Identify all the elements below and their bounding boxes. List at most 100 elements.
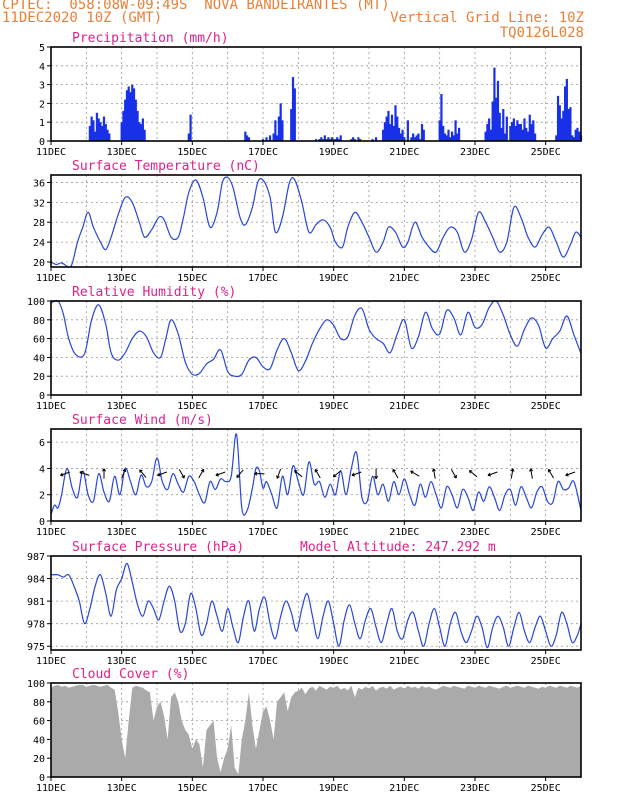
wind-arrow-icon — [374, 468, 379, 479]
ytick-label: 6 — [39, 438, 45, 449]
precip-bar — [574, 129, 577, 141]
precip-bar — [500, 127, 503, 141]
xtick-label: 11DEC — [36, 783, 66, 794]
precip-bar — [329, 139, 332, 141]
precip-bar — [503, 133, 507, 141]
precip-bar — [491, 101, 494, 141]
ytick-label: 0 — [39, 773, 45, 784]
precip-bar — [314, 139, 318, 141]
header: CPTEC: 058:08W-09:49S NOVA BANDEIRANTES … — [0, 0, 618, 48]
precip-bar — [281, 120, 284, 141]
precip-bar — [526, 131, 530, 141]
precip-bar — [512, 118, 515, 141]
precip-bar — [518, 124, 521, 141]
precip-bar — [498, 112, 501, 141]
cloud-frame — [50, 682, 582, 778]
precip-bar — [136, 110, 139, 141]
xtick-label: 19DEC — [319, 401, 349, 412]
precip-bar — [134, 99, 137, 141]
ytick-label: 0 — [39, 517, 45, 528]
precipitation-title: Precipitation (mm/h) — [72, 31, 229, 46]
wind-title: Surface Wind (m/s) — [72, 413, 213, 428]
wind-arrow-icon — [351, 471, 362, 477]
model-altitude-label: Model Altitude: 247.292 m — [300, 540, 496, 555]
xtick-label: 11DEC — [36, 273, 66, 284]
xtick-label: 13DEC — [107, 147, 137, 158]
xtick-label: 19DEC — [319, 527, 349, 538]
ytick-label: 80 — [33, 316, 45, 327]
precip-bar — [484, 131, 487, 141]
precip-bar — [533, 133, 537, 141]
precip-bar — [125, 90, 129, 141]
wind-series-line — [50, 433, 582, 516]
wind-arrow-icon — [565, 471, 576, 477]
precip-bar — [132, 88, 136, 141]
precip-bar — [141, 118, 144, 141]
wind-arrow-icon — [139, 469, 147, 478]
precip-bar — [336, 137, 339, 141]
precip-bar — [352, 137, 355, 141]
ytick-label: 36 — [33, 178, 45, 189]
precip-bar — [440, 94, 443, 141]
precip-bar — [412, 133, 415, 141]
humidity-series-line — [50, 299, 582, 378]
ytick-label: 2 — [39, 99, 45, 110]
ytick-label: 32 — [33, 198, 45, 209]
humidity-title: Relative Humidity (%) — [72, 285, 236, 300]
wind-arrow-icon — [294, 469, 303, 478]
precip-bar — [244, 131, 247, 141]
precip-bar — [187, 133, 190, 141]
xtick-label: 23DEC — [460, 656, 490, 667]
ytick-label: 975 — [27, 642, 45, 653]
ytick-label: 2 — [39, 491, 45, 502]
xtick-label: 11DEC — [36, 527, 66, 538]
precip-bar — [246, 135, 249, 141]
xtick-label: 21DEC — [389, 527, 419, 538]
wind-arrow-icon — [102, 468, 106, 479]
ytick-label: 0 — [39, 391, 45, 402]
xtick-label: 19DEC — [319, 273, 349, 284]
temperature-panel: 20 24 28 32 36 11DEC 13DEC 15DEC 17DEC 19DEC 21DEC… — [33, 159, 582, 284]
precip-bar — [403, 137, 406, 141]
header-date: 11DEC2020 10Z (GMT) — [2, 10, 163, 26]
precip-bar — [261, 139, 265, 141]
wind-arrow-icon — [547, 468, 554, 479]
precip-bar — [323, 135, 326, 141]
precip-bar — [556, 95, 560, 141]
ytick-label: 0 — [39, 137, 45, 148]
ytick-label: 40 — [33, 353, 45, 364]
xtick-label: 25DEC — [531, 783, 561, 794]
ytick-label: 978 — [27, 620, 45, 631]
precip-bar — [399, 133, 402, 141]
pressure-panel: 975 978 981 984 987 11DEC 13DEC 15DEC 17DEC 19DEC… — [27, 540, 582, 667]
precip-bar — [452, 135, 455, 141]
precip-bar — [450, 131, 454, 141]
precip-bar — [410, 137, 413, 141]
wind-arrow-icon — [450, 469, 457, 479]
xtick-label: 19DEC — [319, 783, 349, 794]
precip-bar — [124, 99, 127, 141]
precip-bar — [392, 125, 395, 141]
wind-arrow-icon — [529, 468, 534, 479]
wind-arrow-icon — [314, 468, 321, 479]
precip-bar — [140, 124, 143, 141]
precip-bar — [422, 129, 425, 141]
precip-bar — [97, 118, 100, 141]
precip-bar — [106, 129, 109, 141]
precip-bar — [443, 133, 447, 141]
precip-bar — [387, 110, 390, 141]
precip-bar — [274, 120, 277, 141]
precip-bar — [265, 137, 268, 141]
ytick-label: 4 — [39, 62, 45, 73]
wind-arrow-icon — [215, 471, 226, 477]
wind-frame — [50, 428, 582, 522]
wind-arrow-icon — [392, 468, 399, 479]
ytick-label: 5 — [39, 43, 45, 54]
precip-bar — [268, 135, 272, 141]
xtick-label: 11DEC — [36, 401, 66, 412]
precip-bar — [374, 137, 378, 141]
ytick-label: 100 — [27, 297, 45, 308]
xtick-label: 15DEC — [177, 783, 207, 794]
precip-bar — [496, 80, 500, 141]
precip-bar — [396, 116, 399, 141]
